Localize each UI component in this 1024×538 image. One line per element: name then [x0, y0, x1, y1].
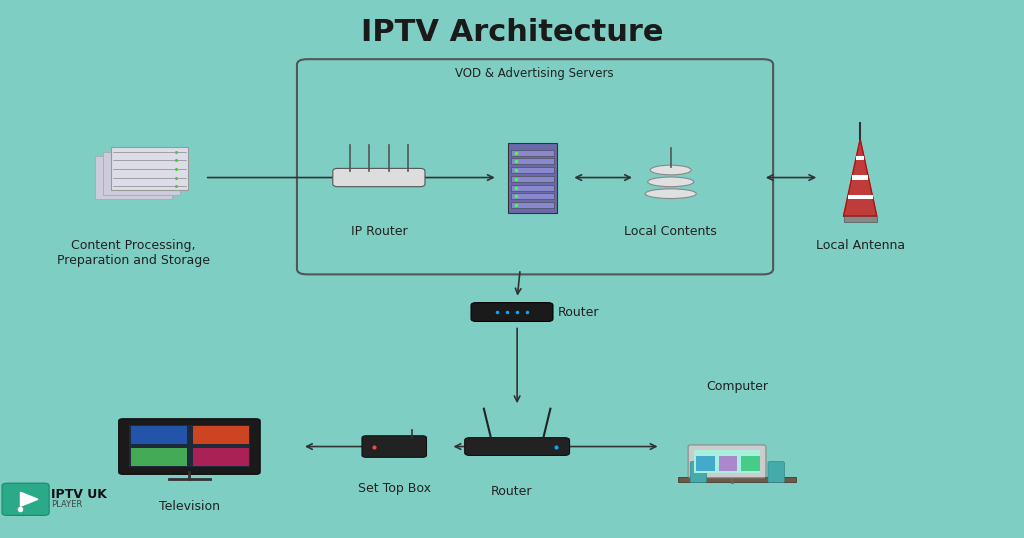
FancyBboxPatch shape	[511, 167, 554, 173]
Polygon shape	[844, 139, 877, 216]
FancyBboxPatch shape	[333, 168, 425, 187]
Text: Local Contents: Local Contents	[625, 225, 717, 238]
FancyBboxPatch shape	[2, 483, 49, 515]
FancyBboxPatch shape	[511, 185, 554, 190]
FancyBboxPatch shape	[465, 437, 569, 456]
FancyBboxPatch shape	[511, 158, 554, 165]
FancyBboxPatch shape	[844, 216, 877, 223]
FancyBboxPatch shape	[119, 419, 260, 475]
Ellipse shape	[645, 189, 696, 199]
FancyBboxPatch shape	[111, 147, 188, 190]
Text: Television: Television	[159, 500, 220, 513]
Text: Computer: Computer	[707, 380, 768, 393]
Text: IPTV UK: IPTV UK	[51, 489, 108, 501]
FancyBboxPatch shape	[690, 462, 707, 483]
Text: Router: Router	[558, 306, 600, 318]
Text: Local Antenna: Local Antenna	[815, 239, 905, 252]
FancyBboxPatch shape	[511, 150, 554, 155]
Text: VOD & Advertising Servers: VOD & Advertising Servers	[456, 67, 613, 80]
FancyBboxPatch shape	[511, 176, 554, 182]
FancyBboxPatch shape	[848, 195, 872, 199]
FancyBboxPatch shape	[856, 156, 864, 160]
FancyBboxPatch shape	[131, 448, 187, 465]
FancyBboxPatch shape	[508, 143, 557, 213]
FancyBboxPatch shape	[362, 436, 426, 457]
Text: PLAYER: PLAYER	[51, 500, 83, 509]
Ellipse shape	[648, 177, 694, 187]
FancyBboxPatch shape	[193, 426, 249, 444]
FancyBboxPatch shape	[741, 456, 760, 471]
FancyBboxPatch shape	[768, 462, 784, 483]
FancyBboxPatch shape	[719, 456, 737, 471]
FancyBboxPatch shape	[193, 448, 249, 465]
FancyBboxPatch shape	[511, 193, 554, 200]
FancyBboxPatch shape	[94, 156, 171, 199]
FancyBboxPatch shape	[511, 202, 554, 208]
FancyBboxPatch shape	[852, 175, 868, 180]
FancyBboxPatch shape	[678, 477, 797, 482]
FancyBboxPatch shape	[131, 426, 187, 444]
Polygon shape	[20, 492, 38, 506]
FancyBboxPatch shape	[129, 425, 250, 467]
FancyBboxPatch shape	[471, 302, 553, 322]
Text: IPTV Architecture: IPTV Architecture	[360, 18, 664, 47]
FancyBboxPatch shape	[696, 456, 715, 471]
Text: Content Processing,
Preparation and Storage: Content Processing, Preparation and Stor…	[56, 239, 210, 267]
FancyBboxPatch shape	[111, 147, 188, 190]
Text: Set Top Box: Set Top Box	[357, 482, 431, 494]
Text: Router: Router	[492, 485, 532, 498]
Text: IP Router: IP Router	[350, 225, 408, 238]
FancyBboxPatch shape	[688, 445, 766, 478]
FancyBboxPatch shape	[102, 152, 180, 195]
Ellipse shape	[650, 165, 691, 175]
FancyBboxPatch shape	[694, 450, 760, 473]
